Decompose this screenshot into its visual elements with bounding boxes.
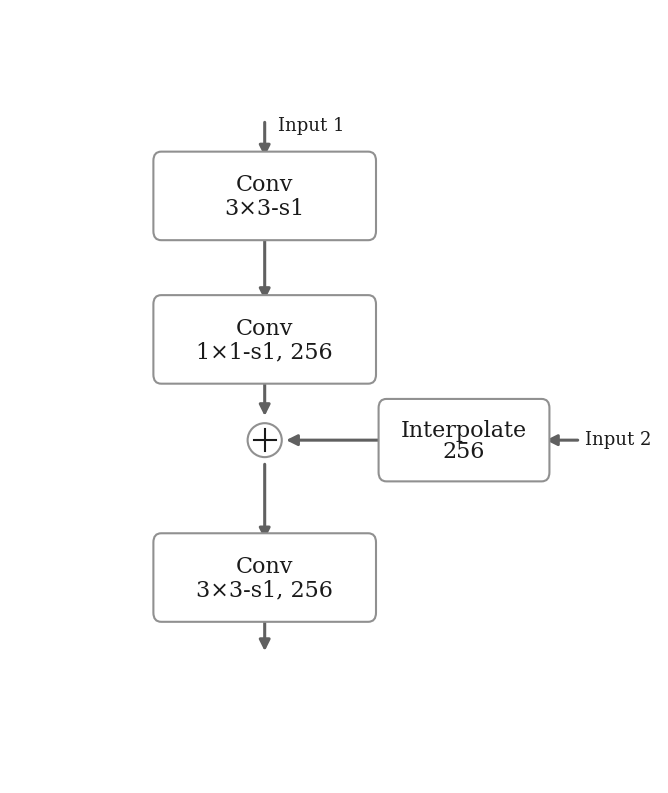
FancyBboxPatch shape xyxy=(154,295,376,384)
Text: Conv: Conv xyxy=(236,556,293,578)
FancyBboxPatch shape xyxy=(154,533,376,622)
Text: 3×3-s1: 3×3-s1 xyxy=(224,197,305,220)
Text: Input 2: Input 2 xyxy=(584,431,651,449)
Text: 256: 256 xyxy=(443,441,485,462)
Text: Input 1: Input 1 xyxy=(278,117,344,135)
Text: Interpolate: Interpolate xyxy=(401,419,527,442)
Text: 1×1-s1, 256: 1×1-s1, 256 xyxy=(196,341,333,363)
FancyBboxPatch shape xyxy=(379,399,550,481)
Text: 3×3-s1, 256: 3×3-s1, 256 xyxy=(196,579,333,601)
FancyBboxPatch shape xyxy=(154,151,376,240)
Text: Conv: Conv xyxy=(236,318,293,340)
Text: Conv: Conv xyxy=(236,174,293,197)
